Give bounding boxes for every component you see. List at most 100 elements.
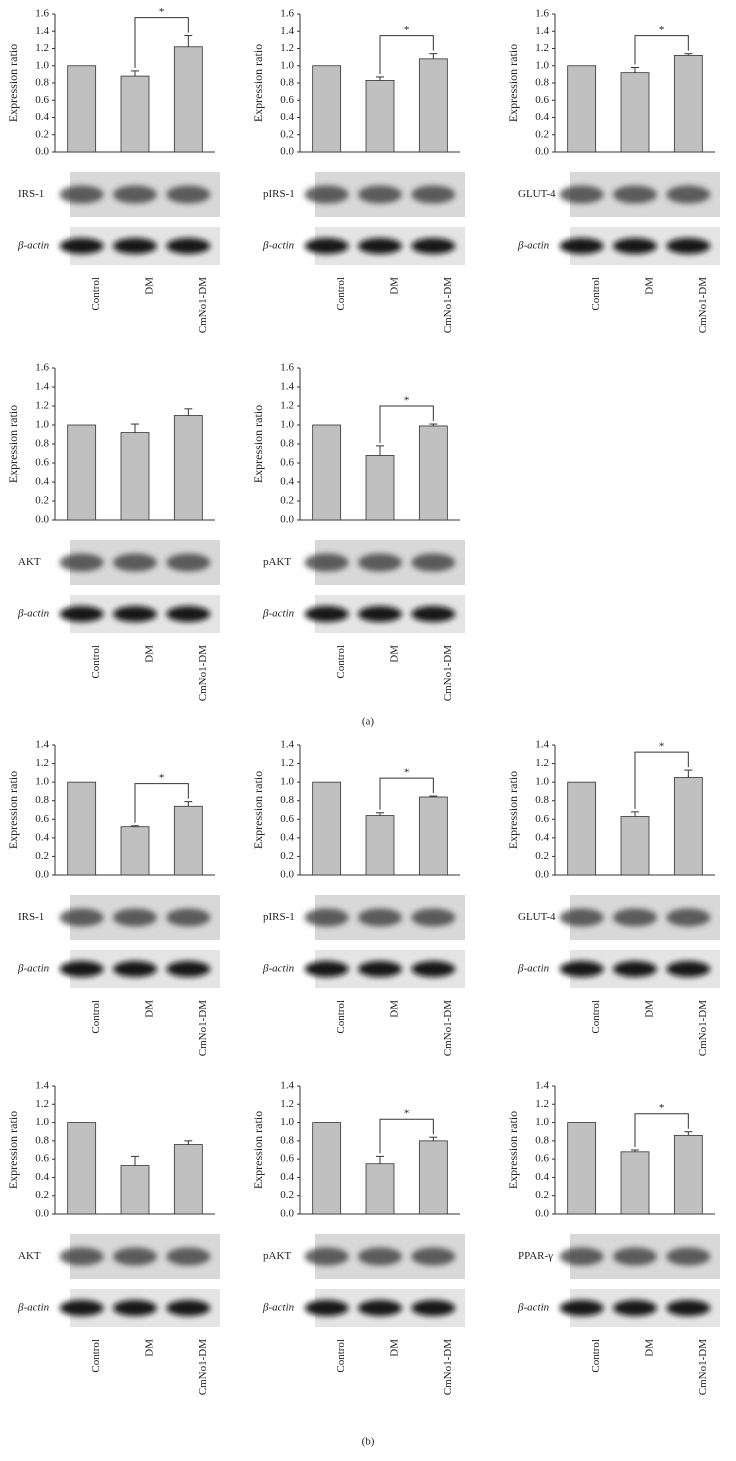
blot-label: pIRS-1 (263, 188, 295, 200)
significance-bracket (134, 783, 189, 823)
bar (418, 425, 448, 521)
y-tick-label: 0.6 (280, 1153, 294, 1165)
x-tick-label: Control (90, 277, 102, 311)
y-tick-label: 0.2 (35, 128, 49, 140)
y-tick-label: 1.2 (35, 1098, 49, 1110)
y-tick-label: 0.8 (280, 794, 294, 806)
blot-band (166, 553, 211, 572)
blot-band (666, 961, 711, 977)
x-tick-label: Control (590, 1000, 602, 1034)
y-tick-label: 0.4 (535, 1171, 549, 1183)
blot-band (166, 1300, 211, 1316)
y-tick-label: 1.0 (280, 776, 294, 788)
y-tick-label: 0.0 (280, 514, 294, 526)
x-tick-label: Control (335, 1000, 347, 1034)
blot-band (358, 908, 402, 927)
x-tick-label: CmNo1-DM (697, 1000, 709, 1056)
y-tick-label: 0.4 (35, 1171, 49, 1183)
x-tick-label: CmNo1-DM (442, 645, 454, 701)
blot-band (304, 553, 349, 572)
y-tick-label: 0.8 (535, 1134, 549, 1146)
blot-label: β-actin (262, 963, 295, 975)
y-tick-label: 1.4 (535, 1080, 549, 1092)
blot-label: pAKT (263, 556, 291, 568)
blot-band (559, 961, 604, 977)
blot-band (113, 1300, 157, 1316)
x-tick-label: CmNo1-DM (442, 1000, 454, 1056)
x-tick-label: CmNo1-DM (197, 645, 209, 701)
blot-band (166, 606, 211, 622)
significance-label: * (659, 741, 665, 753)
blot-band (559, 238, 604, 254)
blot-band (304, 606, 349, 622)
y-tick-label: 0.2 (280, 128, 294, 140)
y-axis-label: Expression ratio (6, 405, 20, 483)
y-tick-label: 0.4 (280, 831, 294, 843)
blot-label: IRS-1 (18, 911, 44, 923)
bar (620, 816, 650, 876)
y-tick-label: 0.8 (35, 438, 49, 450)
y-tick-label: 0.6 (280, 813, 294, 825)
y-tick-label: 0.6 (35, 457, 49, 469)
blot-label: β-actin (517, 1302, 550, 1314)
y-tick-label: 1.4 (35, 739, 49, 751)
y-tick-label: 1.6 (35, 362, 49, 374)
y-tick-label: 1.2 (35, 42, 49, 54)
x-tick-label: Control (90, 1339, 102, 1373)
bar (418, 796, 448, 876)
x-tick-label: Control (590, 1339, 602, 1373)
blot-band (166, 238, 211, 254)
bar (365, 80, 395, 153)
blot-band (59, 961, 104, 977)
blot-band (59, 1247, 104, 1266)
y-tick-label: 1.4 (280, 381, 294, 393)
significance-label: * (404, 767, 410, 779)
x-tick-label: DM (144, 277, 156, 295)
significance-bracket (634, 1113, 689, 1147)
y-tick-label: 0.0 (280, 1208, 294, 1220)
y-tick-label: 1.4 (35, 25, 49, 37)
x-tick-label: DM (144, 1000, 156, 1018)
y-tick-label: 1.2 (535, 1098, 549, 1110)
y-tick-label: 0.8 (35, 77, 49, 89)
y-tick-label: 1.6 (280, 362, 294, 374)
y-tick-label: 0.2 (280, 850, 294, 862)
x-tick-label: Control (335, 1339, 347, 1373)
y-tick-label: 0.0 (535, 1208, 549, 1220)
blot-band (411, 1300, 456, 1316)
significance-label: * (659, 1102, 665, 1114)
x-tick-label: CmNo1-DM (442, 1339, 454, 1395)
blot-band (358, 1300, 402, 1316)
y-tick-label: 0.4 (535, 111, 549, 123)
y-tick-label: 0.4 (280, 111, 294, 123)
blot-band (559, 1247, 604, 1266)
blot-band (166, 908, 211, 927)
y-tick-label: 1.4 (280, 25, 294, 37)
x-tick-label: CmNo1-DM (197, 277, 209, 333)
y-tick-label: 1.0 (535, 776, 549, 788)
blot-band (166, 185, 211, 204)
bar (312, 65, 342, 153)
blot-band (304, 961, 349, 977)
y-tick-label: 1.4 (35, 1080, 49, 1092)
y-tick-label: 1.2 (535, 42, 549, 54)
significance-bracket (379, 35, 434, 74)
y-tick-label: 1.6 (535, 8, 549, 20)
blot-band (666, 1247, 711, 1266)
y-tick-label: 0.8 (35, 1134, 49, 1146)
y-tick-label: 1.0 (35, 59, 49, 71)
y-tick-label: 0.6 (280, 457, 294, 469)
y-tick-label: 0.8 (535, 77, 549, 89)
y-tick-label: 0.4 (280, 1171, 294, 1183)
y-tick-label: 1.2 (280, 42, 294, 54)
blot-band (411, 1247, 456, 1266)
y-axis-label: Expression ratio (6, 771, 20, 849)
y-tick-label: 0.6 (35, 94, 49, 106)
y-tick-label: 0.0 (35, 146, 49, 158)
y-tick-label: 0.2 (535, 850, 549, 862)
panel-label: (b) (362, 1436, 375, 1448)
x-tick-label: CmNo1-DM (197, 1000, 209, 1056)
blot-band (304, 908, 349, 927)
blot-label: β-actin (17, 608, 50, 620)
